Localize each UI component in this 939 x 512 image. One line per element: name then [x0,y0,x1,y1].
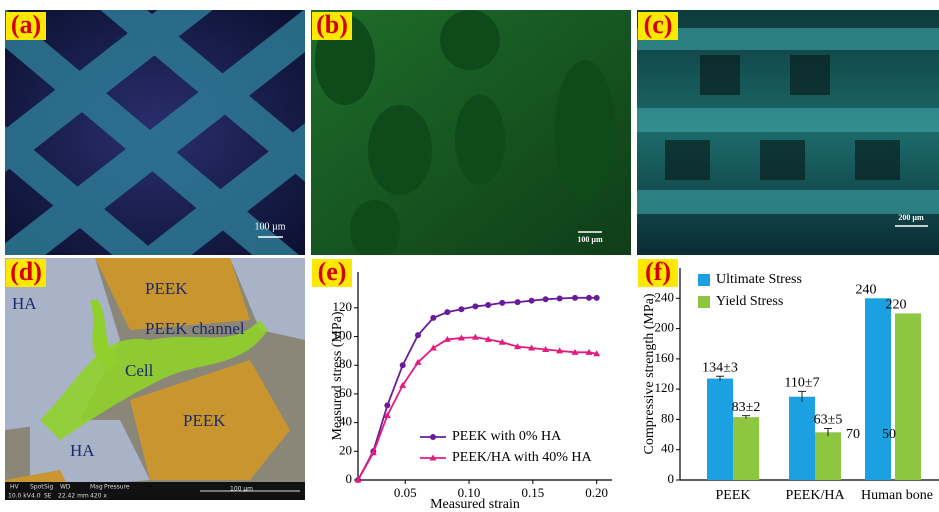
marker [586,295,592,301]
bar [707,379,733,480]
panel-label: (e) [318,257,347,286]
region-label: PEEK channel [145,319,245,338]
value-label: 63±5 [814,413,843,428]
marker [543,296,549,302]
y-tick-label: 160 [655,350,675,365]
y-axis-label: Compressive strength (MPa) [642,293,657,454]
scale-bar-label: 100 µm [254,221,285,232]
legend-label: PEEK with 0% HA [452,429,562,444]
image-b: 100 µm [311,10,631,260]
sem-footer: WD [60,484,71,491]
y-tick-label: 240 [655,289,675,304]
bar [895,313,921,480]
legend-swatch [698,274,710,286]
region-label: PEEK [183,411,226,430]
sem-footer: 420 x [90,493,107,500]
value-label: 83±2 [732,400,761,415]
bar [865,298,891,480]
image-c: 200 µm [637,10,939,255]
panel-label: (f) [645,257,671,286]
marker [515,299,521,305]
sem-footer: Pressure [104,484,130,491]
y-tick-label: 20 [339,442,352,457]
sem-footer: SE [44,493,52,500]
scale-bar-label: 200 µm [898,213,924,222]
sem-footer: 10.0 kV [8,493,32,500]
annotation: 70 [846,427,860,442]
marker [400,362,406,368]
region-label: Cell [125,361,154,380]
annotation: 50 [882,427,896,442]
panel-label: (b) [316,10,348,39]
bar [815,432,841,480]
marker [499,300,505,306]
marker [430,315,436,321]
sem-footer: Sig [44,484,53,491]
sem-footer: 22.42 mm [58,493,89,500]
y-tick-label: 0 [346,471,353,486]
legend-marker [430,434,436,440]
marker [529,298,535,304]
marker [384,402,390,408]
legend-swatch [698,296,710,308]
x-tick-label: 0.15 [521,485,544,500]
marker [572,295,578,301]
marker [458,306,464,312]
bar [733,417,759,480]
value-label: 134±3 [702,360,738,375]
panel-label: (a) [11,10,41,39]
sem-footer: Mag [90,484,103,491]
marker [444,309,450,315]
scale-bar-label: 100 µm [577,235,603,244]
x-axis-label: Measured strain [430,497,520,512]
sem-footer: HV [10,484,20,491]
legend-label: Yield Stress [716,294,783,309]
value-label: 110±7 [784,376,819,391]
y-axis-label: Measured stress (MPa) [330,311,345,440]
marker [557,296,563,302]
figure: 100 µm 100 µm 200 µm HA PEEK PEEK channe… [0,0,939,512]
region-label: HA [70,441,95,460]
panel-label: (d) [10,257,42,286]
y-tick-label: 40 [661,441,674,456]
value-label: 220 [886,298,907,313]
marker [594,295,600,301]
bar [789,397,815,480]
y-tick-label: 80 [661,410,674,425]
x-tick-label: Human bone [861,488,933,503]
marker [415,332,421,338]
y-tick-label: 120 [655,380,675,395]
sem-footer: Spot [30,484,44,491]
value-label: 240 [856,283,877,298]
sem-footer: 4.0 [31,493,41,500]
legend-label: Ultimate Stress [716,272,802,287]
image-d: HA PEEK PEEK channel Cell PEEK HA HV Spo… [5,258,305,500]
marker [485,302,491,308]
x-tick-label: 0.20 [585,485,608,500]
region-label: PEEK [145,279,188,298]
legend-label: PEEK/HA with 40% HA [452,450,593,465]
x-tick-label: 0.05 [394,485,417,500]
panel-label: (c) [644,10,673,39]
marker [472,303,478,309]
x-tick-label: PEEK [716,488,751,503]
y-tick-label: 0 [668,471,675,486]
y-tick-label: 200 [655,320,675,335]
x-tick-label: PEEK/HA [785,488,845,503]
region-label: HA [12,294,37,313]
